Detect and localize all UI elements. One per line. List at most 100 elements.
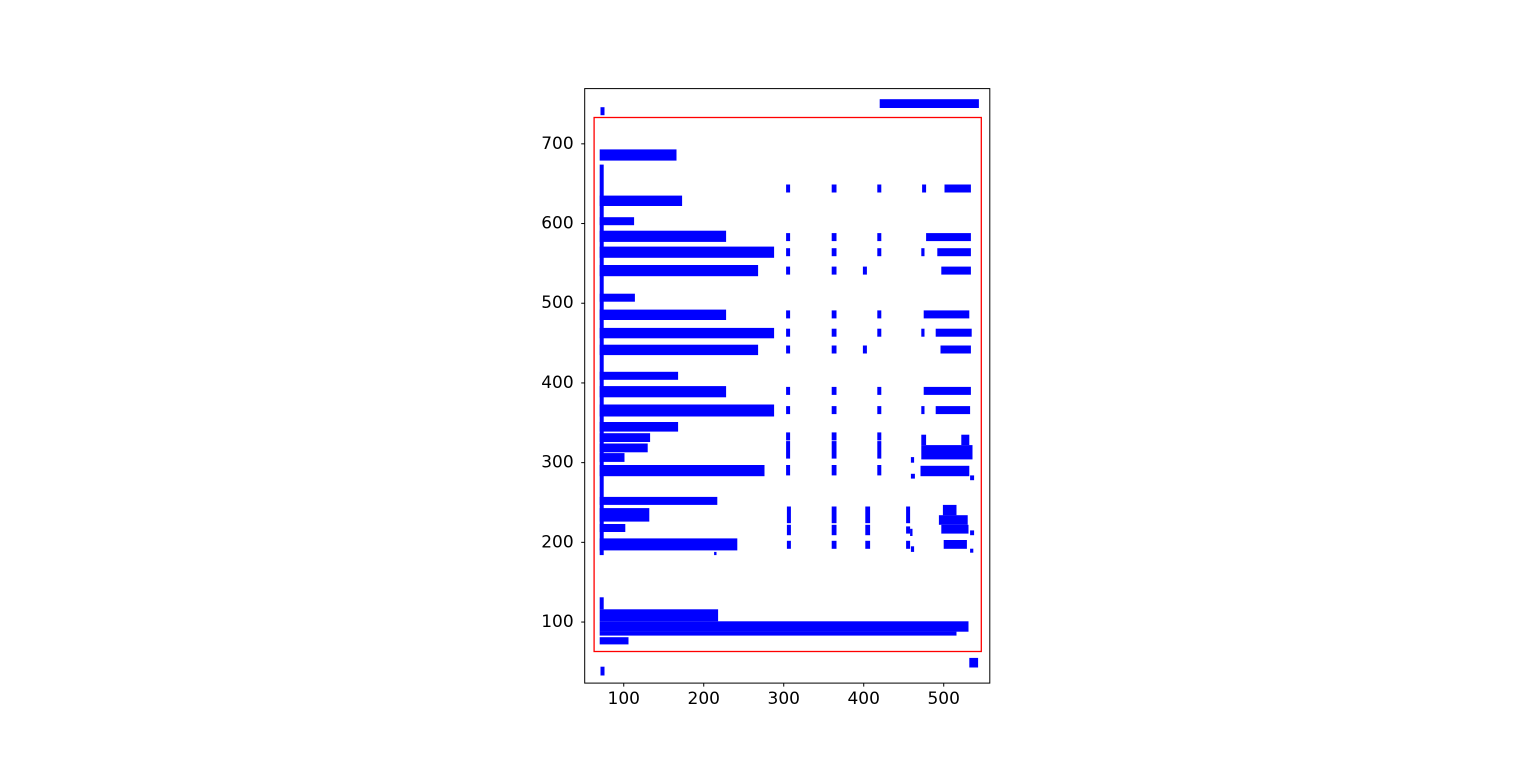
data-rect	[941, 524, 969, 534]
data-rect	[831, 328, 837, 337]
data-rect	[877, 248, 882, 257]
data-rect	[944, 184, 971, 193]
data-rect	[831, 266, 837, 275]
data-rect	[599, 404, 775, 417]
x-tick-label: 200	[688, 689, 720, 709]
data-rect	[786, 184, 791, 193]
data-rect	[786, 524, 791, 536]
data-rect	[599, 609, 719, 622]
data-rect	[599, 386, 727, 398]
data-rect	[600, 107, 605, 116]
data-rect	[938, 515, 968, 525]
data-rect	[599, 195, 683, 206]
data-rect	[865, 506, 871, 524]
data-rect	[969, 657, 979, 668]
data-rect	[831, 465, 837, 476]
data-rect	[599, 508, 650, 522]
data-rect	[877, 310, 882, 319]
data-rect	[921, 406, 925, 415]
data-rect	[599, 621, 969, 632]
data-rect	[942, 504, 957, 516]
data-rect	[910, 546, 915, 552]
data-rect	[877, 432, 882, 441]
data-rect	[920, 465, 970, 477]
data-rect	[786, 406, 791, 415]
data-rect	[921, 445, 973, 460]
data-rect	[599, 433, 651, 442]
data-rect	[831, 248, 837, 257]
data-rect	[599, 597, 604, 610]
y-tick-label: 200	[541, 532, 573, 552]
y-tick-label: 300	[541, 453, 573, 473]
data-rect	[599, 344, 759, 356]
data-rect	[831, 345, 837, 354]
data-rect	[599, 631, 957, 636]
data-rect	[786, 465, 791, 476]
data-rect	[910, 528, 913, 536]
data-rect	[599, 149, 677, 161]
data-rect	[714, 551, 717, 556]
data-rect	[599, 371, 679, 380]
data-rect	[599, 524, 626, 532]
data-rect	[599, 164, 604, 556]
data-rect	[877, 406, 882, 415]
data-rect	[831, 540, 837, 549]
data-rect	[910, 457, 915, 463]
data-rect	[921, 248, 925, 257]
x-tick-label: 300	[768, 689, 800, 709]
data-rect	[877, 233, 882, 242]
data-rect	[877, 184, 882, 193]
data-rect	[831, 524, 837, 536]
data-rect	[786, 233, 791, 242]
data-rect	[786, 310, 791, 319]
data-rect	[599, 265, 759, 277]
data-rect	[831, 506, 837, 524]
data-rect	[910, 473, 915, 479]
data-rect	[831, 432, 837, 441]
y-tick-label: 600	[541, 214, 573, 234]
data-rect	[921, 434, 927, 446]
data-rect	[831, 386, 837, 395]
data-rect	[831, 233, 837, 242]
data-rect	[970, 530, 975, 536]
data-rect	[862, 266, 867, 275]
data-rect	[831, 184, 837, 193]
data-rect	[786, 432, 791, 441]
data-rect	[786, 386, 791, 395]
y-tick-label: 500	[541, 293, 573, 313]
y-tick-label: 400	[541, 373, 573, 393]
plot-area-frame	[584, 88, 991, 684]
data-rect	[862, 345, 867, 354]
data-rect	[599, 538, 738, 551]
data-rect	[877, 441, 882, 459]
data-rect	[599, 309, 727, 320]
data-rect	[865, 524, 871, 536]
data-rect	[937, 248, 971, 257]
data-rect	[970, 475, 975, 481]
data-rect	[877, 386, 882, 395]
data-rect	[923, 386, 971, 395]
x-tick-label: 400	[847, 689, 879, 709]
data-rect	[906, 506, 911, 524]
highlight-outline-box	[593, 116, 982, 653]
data-rect	[831, 310, 837, 319]
x-tick-label: 100	[608, 689, 640, 709]
data-rect	[786, 248, 791, 257]
data-rect	[877, 465, 882, 476]
data-rect	[831, 441, 837, 459]
data-rect	[786, 441, 791, 459]
data-rect	[831, 406, 837, 415]
y-tick-label: 100	[541, 612, 573, 632]
data-rect	[906, 540, 911, 549]
data-rect	[943, 540, 967, 549]
x-tick-label: 500	[927, 689, 959, 709]
data-rect	[599, 422, 679, 432]
data-rect	[786, 506, 791, 524]
data-rect	[599, 217, 635, 226]
data-rect	[599, 293, 635, 302]
data-rect	[970, 548, 974, 553]
data-rect	[961, 434, 970, 446]
data-rect	[599, 453, 625, 462]
data-rect	[877, 328, 882, 337]
